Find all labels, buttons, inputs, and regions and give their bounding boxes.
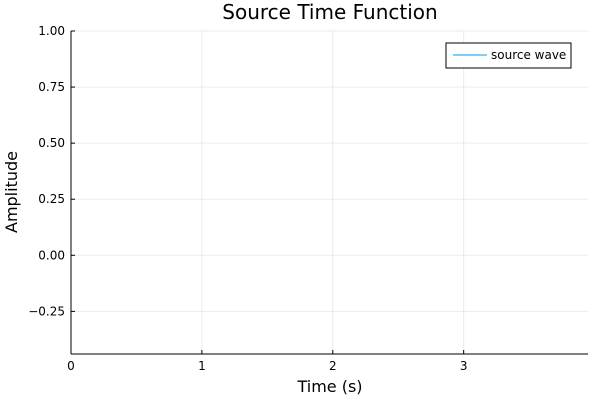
x-tick-label: 0 [67,359,75,373]
x-axis-label: Time (s) [296,377,362,396]
legend: source wave [445,42,572,69]
chart-title: Source Time Function [222,0,437,24]
tick-layer: 0 1 2 3 −0.25 0.00 0.25 0.50 0.75 1.00 [28,24,467,373]
y-tick-label: 1.00 [38,24,65,38]
y-tick-label: 0.25 [38,192,65,206]
y-tick-label: 0.00 [38,248,65,262]
legend-label: source wave [491,48,566,62]
grid-layer [70,30,588,354]
y-axis-label: Amplitude [2,151,21,233]
y-tick-label: −0.25 [28,304,65,318]
x-tick-label: 1 [198,359,206,373]
y-tick-label: 0.50 [38,136,65,150]
y-tick-label: 0.75 [38,80,65,94]
x-tick-label: 2 [329,359,337,373]
x-tick-label: 3 [460,359,468,373]
axis-layer [70,31,588,355]
